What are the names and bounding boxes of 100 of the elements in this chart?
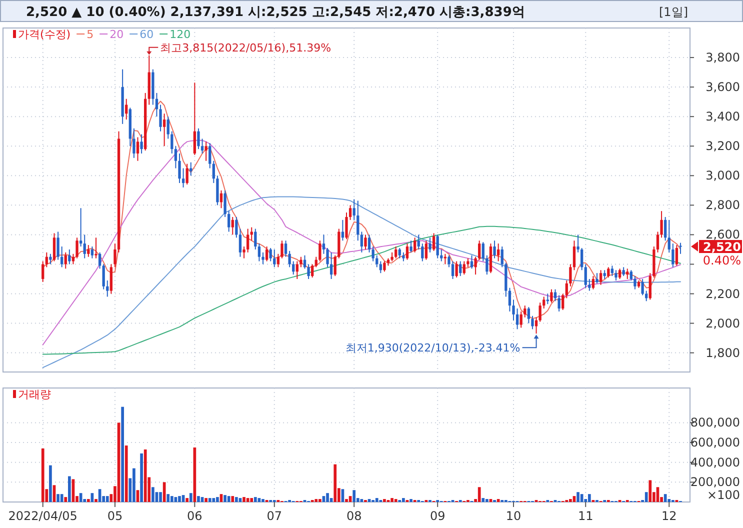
candlestick: [330, 252, 333, 280]
bar: [86, 499, 90, 502]
candlestick: [406, 243, 409, 260]
candlestick: [432, 232, 436, 252]
candlestick: [228, 210, 230, 232]
candlestick: [52, 232, 56, 262]
bar: [664, 494, 667, 502]
candlestick: [424, 240, 428, 260]
bar: [318, 499, 322, 502]
bar: [588, 494, 591, 502]
candlestick: [318, 240, 322, 262]
candlestick: [500, 246, 504, 268]
candlestick: [79, 208, 82, 248]
bar: [212, 498, 216, 502]
candlestick: [125, 98, 128, 120]
bar: [189, 493, 192, 502]
bar: [144, 449, 147, 502]
legend-label: 가격(수정): [18, 28, 71, 41]
chart-title: 2,520 ▲ 10 (0.40%) 2,137,391 시:2,525 고:2,545 저:2,470 시총:3,839억: [26, 5, 525, 20]
candlestick: [90, 246, 94, 259]
candlestick: [98, 252, 102, 270]
candlestick: [56, 231, 60, 260]
candlestick: [102, 264, 105, 290]
y-tick-label: 600,000: [690, 436, 740, 450]
candlestick: [664, 216, 667, 242]
candlestick: [326, 247, 329, 268]
y-tick-label: 2,000: [706, 316, 740, 330]
candlestick: [60, 246, 64, 268]
candlestick: [83, 234, 86, 259]
candlestick: [610, 265, 614, 277]
candlestick: [459, 260, 462, 277]
candlestick: [516, 308, 519, 330]
candlestick: [258, 243, 261, 262]
bar: [262, 499, 264, 502]
candlestick: [630, 270, 632, 281]
candlestick: [303, 254, 306, 270]
candlestick: [527, 306, 530, 324]
bar: [132, 468, 136, 502]
candlestick: [140, 134, 143, 154]
y-tick-label: 200,000: [690, 475, 740, 490]
bar: [216, 497, 219, 502]
candlestick: [132, 128, 136, 158]
candlestick: [170, 130, 174, 154]
candlestick: [254, 228, 257, 250]
candlestick: [42, 260, 44, 282]
annotation: 최고3,815(2022/05/16),51.39%: [160, 41, 332, 54]
candlestick: [212, 160, 215, 184]
bar: [204, 498, 208, 502]
candlestick: [550, 288, 553, 304]
bar: [64, 497, 68, 502]
bar: [375, 498, 378, 502]
y-tick-label: 2,200: [706, 286, 740, 301]
candlestick: [596, 272, 598, 284]
bar: [250, 498, 254, 502]
bar: [569, 499, 572, 502]
candlestick: [76, 237, 78, 259]
candlestick: [250, 226, 253, 242]
bar: [124, 445, 128, 502]
candlestick: [246, 228, 250, 253]
candlestick: [159, 104, 162, 132]
candlestick: [417, 234, 420, 250]
bar: [478, 487, 481, 502]
bar: [235, 497, 238, 502]
bar: [186, 498, 189, 502]
candlestick: [106, 280, 109, 298]
candlestick: [348, 204, 352, 220]
candlestick: [345, 212, 348, 240]
candlestick: [592, 276, 595, 290]
candlestick: [200, 138, 204, 154]
bar: [208, 498, 212, 502]
candlestick: [584, 264, 587, 288]
candlestick: [220, 190, 223, 209]
candlestick: [216, 175, 219, 206]
legend-label: 60: [140, 28, 154, 41]
bar: [231, 496, 234, 502]
candlestick: [679, 242, 682, 254]
candlestick: [562, 293, 564, 310]
y-tick-label: 2,800: [706, 198, 740, 212]
candlestick: [486, 254, 488, 276]
candlestick: [242, 246, 246, 259]
bar: [383, 499, 386, 502]
candlestick: [166, 116, 170, 140]
candlestick: [508, 287, 512, 312]
candlestick: [493, 240, 496, 259]
candlestick: [413, 237, 416, 253]
candlestick: [599, 270, 602, 286]
candlestick: [162, 113, 166, 147]
candlestick: [462, 260, 466, 276]
y-tick-label: 3,200: [706, 139, 740, 154]
candlestick: [276, 253, 280, 268]
candlestick: [64, 252, 67, 270]
y-tick-label: 3,800: [706, 50, 740, 65]
bar: [56, 494, 60, 502]
legend-label: 120: [170, 28, 191, 41]
candlestick: [307, 264, 310, 280]
candlestick: [204, 141, 208, 162]
candlestick: [72, 253, 75, 265]
candlestick: [440, 248, 443, 262]
bar: [410, 499, 412, 502]
legend-label: 거래량: [18, 388, 51, 401]
